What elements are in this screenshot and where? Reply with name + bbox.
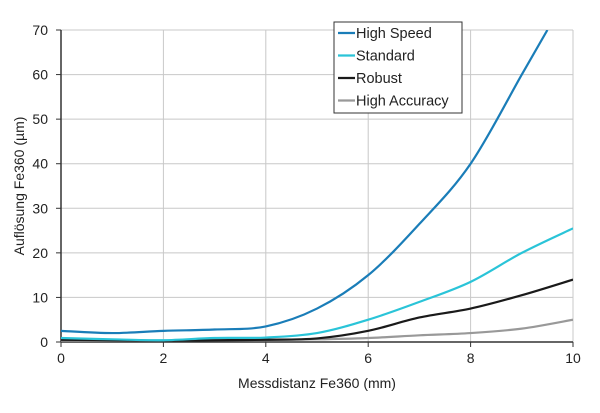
grid xyxy=(61,29,574,342)
y-tick-label: 60 xyxy=(32,67,48,83)
tick-labels: 0 2 4 6 8 10 0 10 20 30 40 50 60 70 xyxy=(32,22,581,366)
y-tick-label: 30 xyxy=(32,200,48,216)
legend-label: Robust xyxy=(356,71,402,87)
legend-label: Standard xyxy=(356,49,415,65)
legend-box xyxy=(333,21,463,114)
series-line-high-speed xyxy=(61,30,549,335)
y-tick-label: 40 xyxy=(32,156,48,172)
x-tick-label: 10 xyxy=(565,350,581,366)
series-lines xyxy=(61,30,573,342)
x-tick-label: 6 xyxy=(364,350,372,366)
legend: High Speed Standard Robust High Accuracy xyxy=(333,21,463,114)
legend-label: High Accuracy xyxy=(356,94,449,110)
x-tick-label: 0 xyxy=(57,350,65,366)
axes xyxy=(56,29,574,347)
y-tick-label: 10 xyxy=(32,289,48,305)
legend-label: High Speed xyxy=(356,26,432,42)
y-tick-label: 70 xyxy=(32,22,48,38)
x-tick-label: 8 xyxy=(467,350,475,366)
y-tick-label: 0 xyxy=(40,334,48,350)
x-tick-label: 4 xyxy=(262,350,270,366)
x-tick-label: 2 xyxy=(160,350,168,366)
y-tick-label: 50 xyxy=(32,111,48,127)
y-tick-label: 20 xyxy=(32,245,48,261)
series-line-standard xyxy=(61,227,573,342)
y-axis-label: Auflösung Fe360 (µm) xyxy=(11,117,27,256)
x-axis-label: Messdistanz Fe360 (mm) xyxy=(238,375,396,391)
